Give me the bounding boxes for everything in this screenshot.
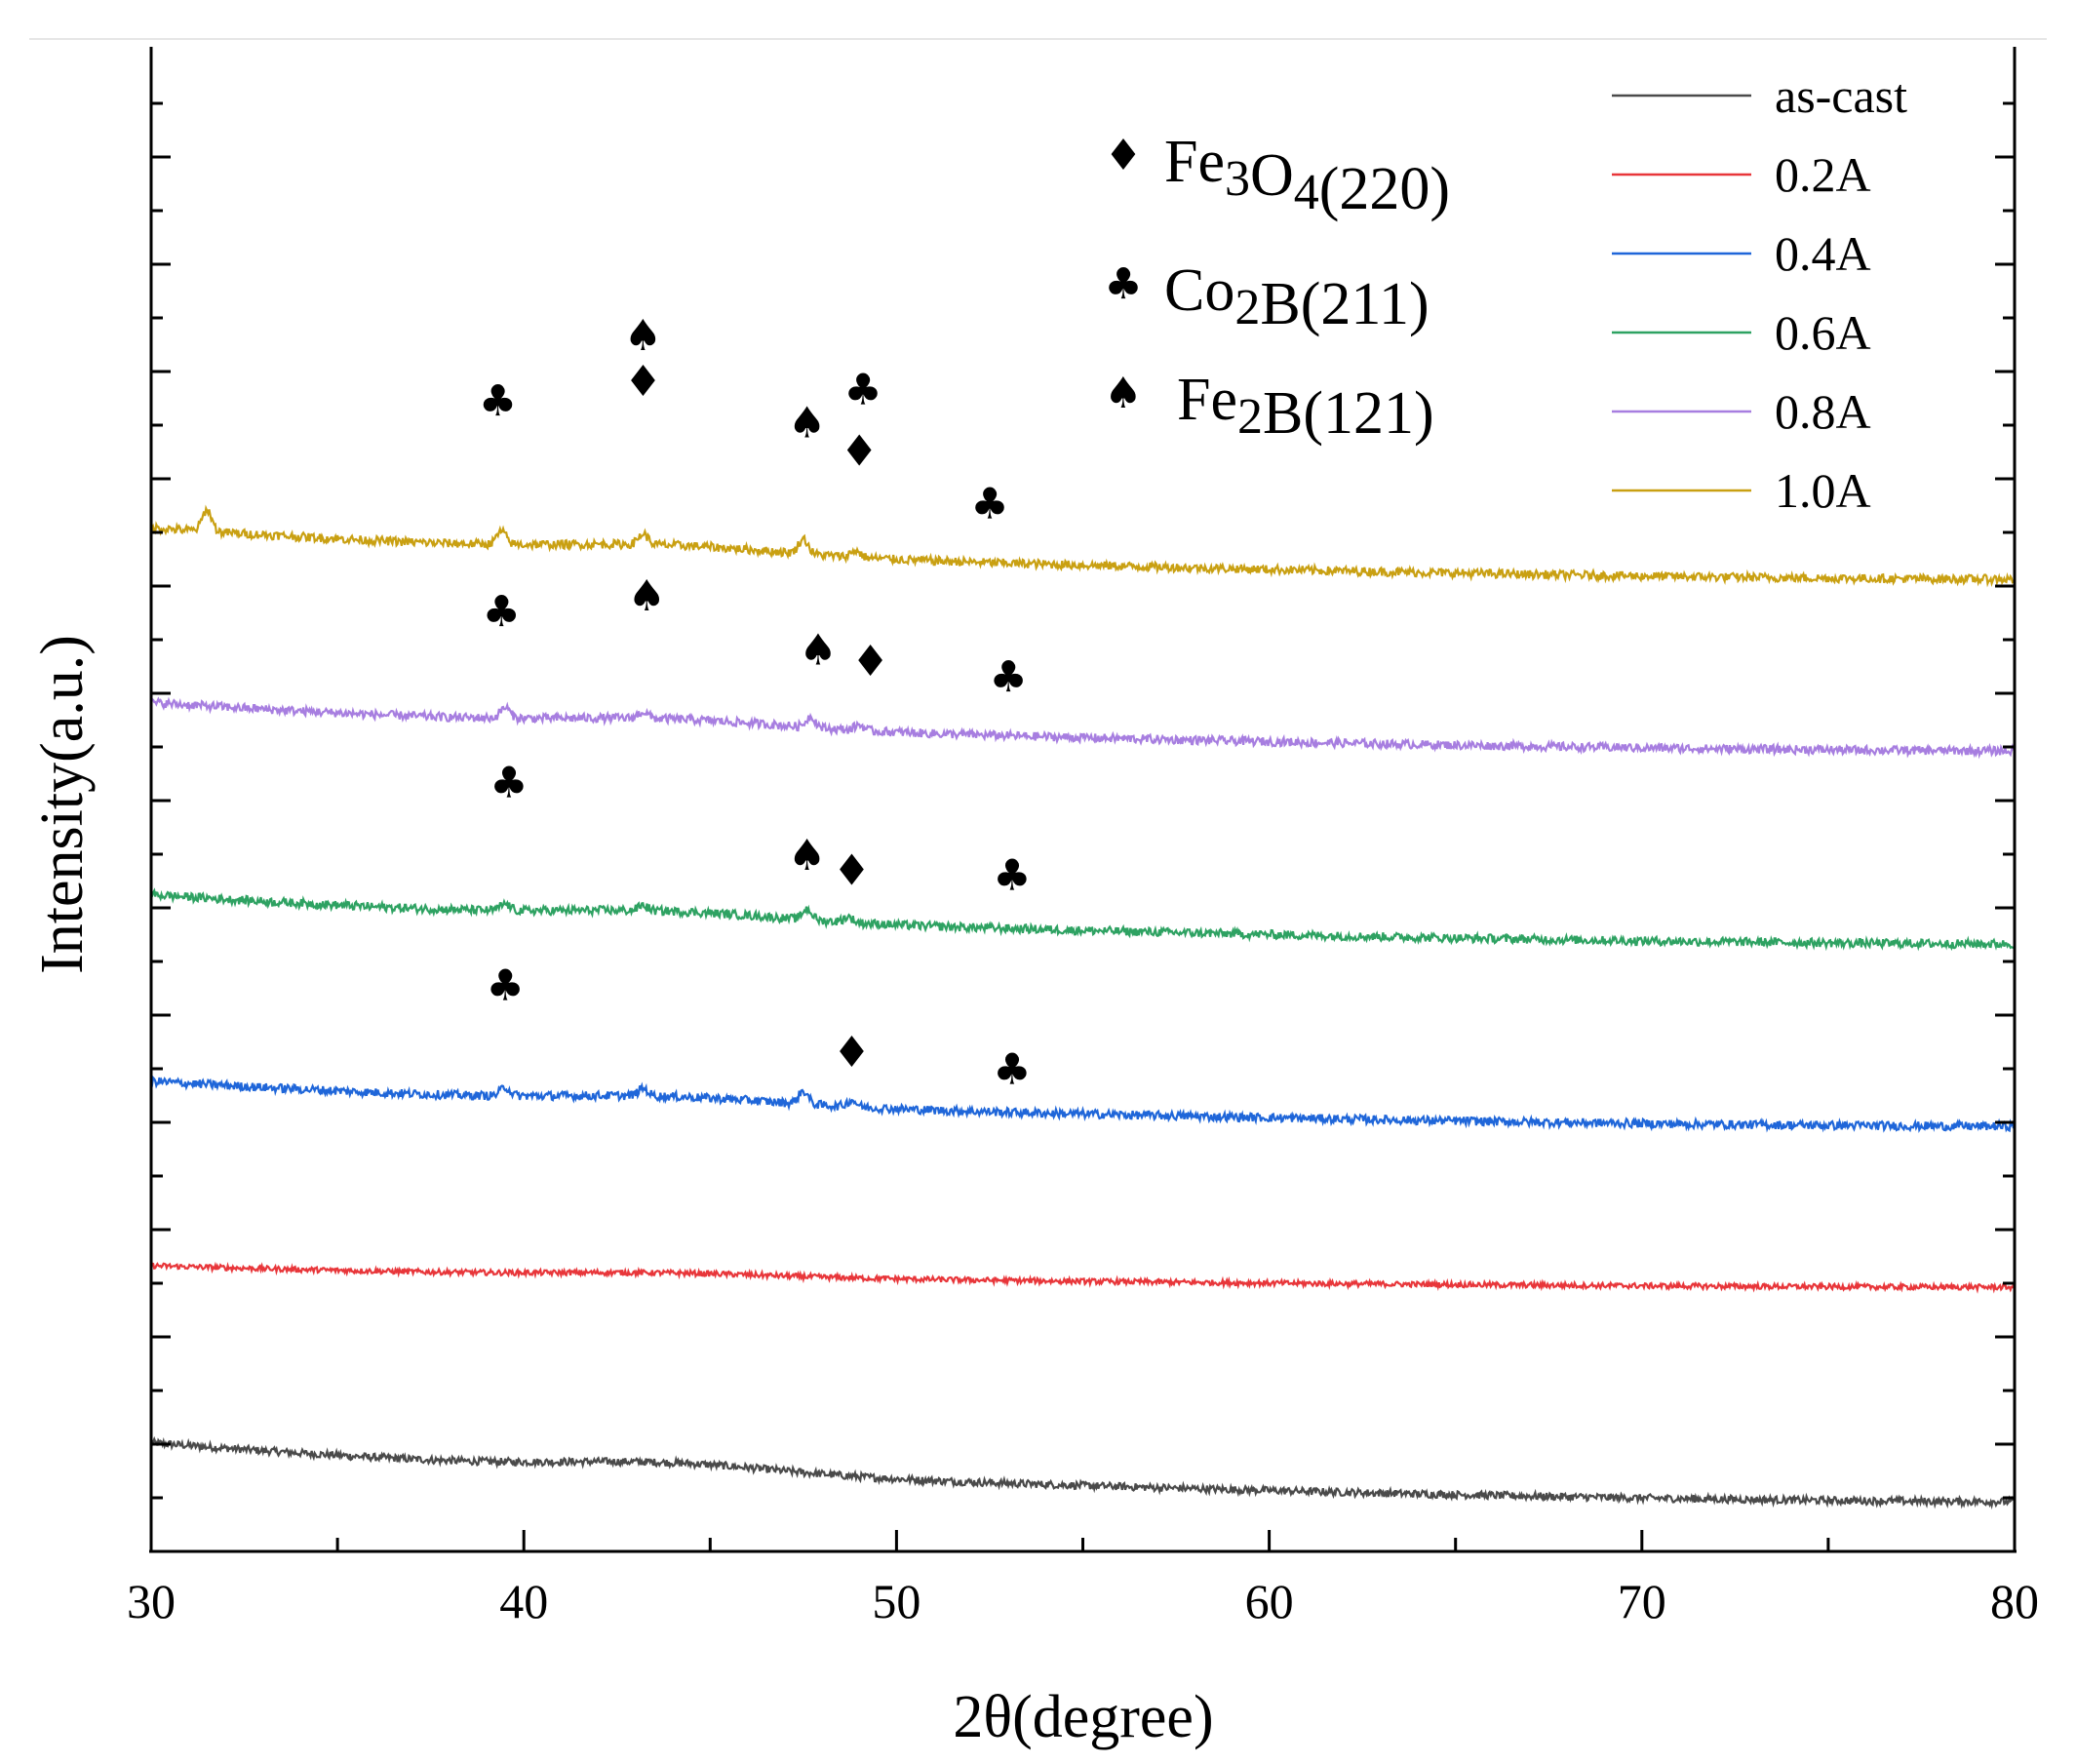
series-line-0.2A: [149, 1261, 2016, 1294]
legend-label: 1.0A: [1775, 463, 1871, 518]
legend: as-cast 0.2A 0.4A 0.6A 0.8A 1.0A: [1612, 68, 1907, 518]
peak-marker: ♦: [840, 426, 878, 476]
peak-marker: ♣: [970, 479, 1008, 529]
x-tick-label: 70: [1618, 1574, 1666, 1628]
x-tick-label: 50: [872, 1574, 920, 1628]
x-ticks: 30 40 50 60 70 80: [127, 1530, 2039, 1628]
peak-marker: ♠: [624, 311, 662, 361]
series-line-0.6A: [150, 887, 2016, 952]
y-ticks: [151, 101, 2015, 1500]
peak-marker: ♣: [483, 587, 521, 637]
x-tick-label: 80: [1990, 1574, 2039, 1628]
peak-marker: ♠: [799, 625, 837, 675]
x-tick-label: 30: [127, 1574, 176, 1628]
x-axis-title: 2θ(degree): [953, 1684, 1213, 1750]
legend-label: as-cast: [1775, 68, 1907, 123]
series-line-0.4A: [150, 1075, 2017, 1133]
peak-marker: ♣: [479, 376, 517, 426]
series-layer: [149, 504, 2017, 1510]
key-symbol: ♣: [1104, 259, 1142, 309]
peak-marker: ♣: [843, 365, 881, 414]
peak-marker: ♣: [486, 960, 524, 1010]
peak-marker: ♣: [993, 1045, 1031, 1095]
peak-marker: ♦: [624, 357, 662, 407]
peak-marker: ♠: [788, 831, 826, 881]
peak-marker: ♦: [851, 637, 889, 686]
y-axis-title: Intensity(a.u.): [29, 635, 96, 974]
legend-label: 0.6A: [1775, 305, 1871, 360]
peak-marker: ♠: [788, 399, 826, 449]
legend-label: 0.8A: [1775, 384, 1871, 439]
key-formula: Fe3O4(220): [1164, 129, 1450, 222]
legend-label: 0.2A: [1775, 147, 1871, 202]
legend-label: 0.4A: [1775, 226, 1871, 281]
series-line-1.0A: [149, 504, 2016, 588]
key-symbol: ♦: [1104, 131, 1142, 180]
peak-marker: ♦: [833, 846, 871, 896]
x-tick-label: 60: [1245, 1574, 1294, 1628]
peak-marker: ♦: [833, 1028, 871, 1078]
phase-key: ♦ Fe3O4(220) ♣ Co2B(211) ♠ Fe2B(121): [1104, 129, 1450, 447]
x-tick-label: 40: [499, 1574, 548, 1628]
key-symbol: ♠: [1104, 369, 1142, 418]
key-formula: Co2B(211): [1164, 257, 1430, 337]
key-formula: Fe2B(121): [1177, 367, 1434, 447]
peak-marker: ♣: [993, 850, 1031, 900]
series-line-0.8A: [150, 696, 2016, 760]
peak-marker: ♣: [989, 652, 1027, 702]
peak-marker-layer: ♣♠♦♠♣♦♣♣ ♠♠ ♦ ♣♣♠ ♦ ♣♣♦ ♣: [479, 311, 1032, 1095]
series-line-as-cast: [149, 1435, 2016, 1510]
peak-marker: ♠: [628, 571, 666, 621]
peak-marker: ♣: [490, 758, 528, 807]
